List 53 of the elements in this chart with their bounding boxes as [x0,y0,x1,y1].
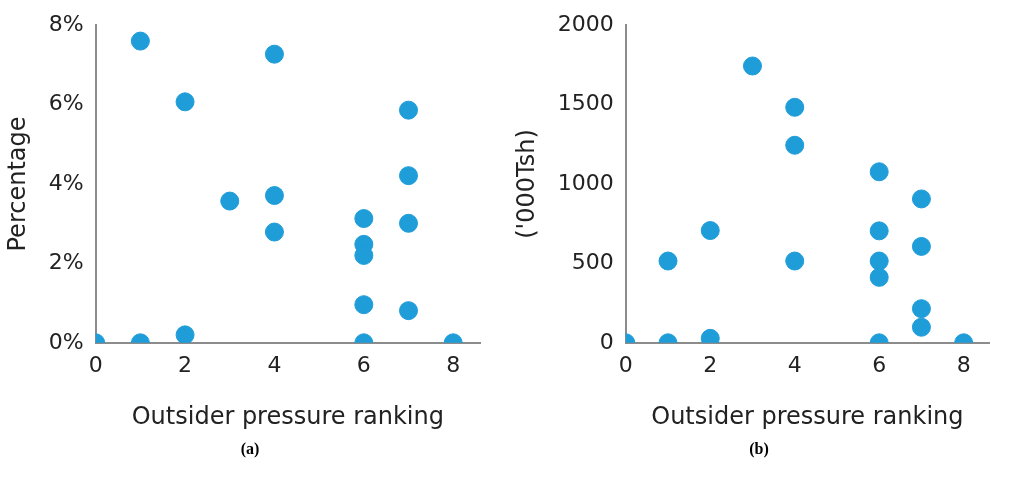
point [354,209,374,229]
x-tick-label: 4 [267,351,282,377]
point [869,267,889,287]
y-tick-label: 500 [571,249,614,275]
x-tick-label: 8 [446,351,461,377]
x-tick-label: 0 [88,351,103,377]
point [911,299,931,319]
point [911,189,931,209]
point [785,251,805,271]
y-tick-label: 1500 [557,90,614,116]
point [354,295,374,315]
point [785,135,805,155]
y-axis-title: ('000Tsh) [511,129,540,239]
point [911,317,931,337]
x-axis-title: Outsider pressure ranking [131,401,444,430]
point [399,100,418,120]
point [869,162,889,182]
point [700,221,720,241]
x-axis-title: Outsider pressure ranking [651,401,964,430]
y-axis-title: Percentage [2,116,31,252]
point [220,191,240,211]
y-tick-label: 2% [48,249,84,275]
point [869,251,889,271]
x-tick-label: 4 [787,351,802,377]
point [399,166,418,186]
point [175,92,195,112]
point [911,236,931,256]
point [264,44,284,64]
y-tick-label: 6% [48,90,84,116]
point [742,56,762,76]
x-tick-label: 2 [178,351,193,377]
y-tick-label: 4% [48,169,84,195]
point [785,97,805,117]
point [264,222,284,242]
point [175,325,195,343]
point [658,251,678,271]
y-tick-label: 2000 [557,10,614,36]
x-tick-label: 0 [618,351,633,377]
text: (b) [748,440,770,458]
x-tick-label: 6 [356,351,371,377]
y-tick-label: 1000 [557,169,614,195]
point [264,186,284,206]
x-tick-label: 2 [703,351,718,377]
y-tick-label: 0% [48,328,84,354]
y-tick-label: 0 [599,328,614,354]
point [869,221,889,241]
text: (a) [239,440,261,458]
point [399,301,418,321]
point [399,213,418,233]
y-tick-label: 8% [48,10,84,36]
point [130,31,150,51]
x-tick-label: 6 [872,351,887,377]
x-tick-label: 8 [956,351,971,377]
